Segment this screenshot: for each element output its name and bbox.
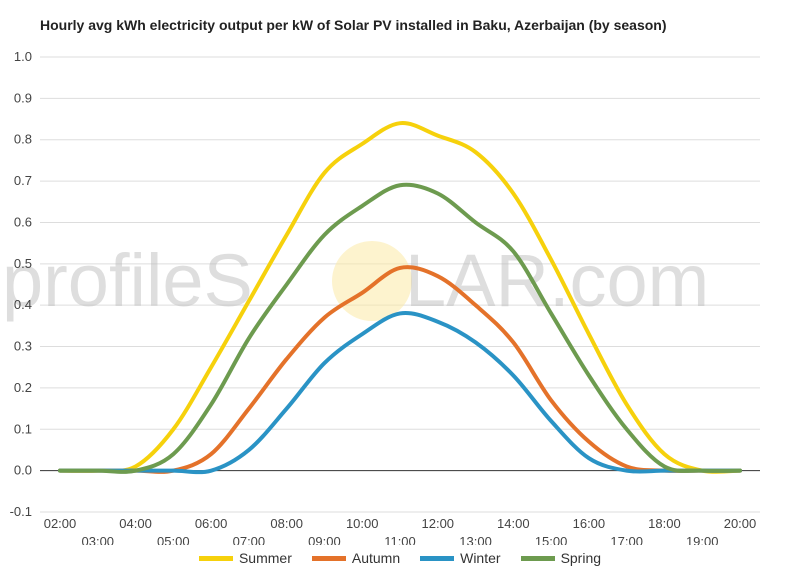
x-tick-label: 05:00 [157, 534, 190, 545]
y-tick-label: 0.9 [14, 90, 32, 105]
legend-item-winter[interactable]: Winter [420, 550, 501, 566]
series-line-spring [58, 182, 742, 474]
series-line-summer [58, 121, 742, 474]
x-axis: 02:00 03:00 04:00 05:00 06:00 07:00 08:00 09:00… [44, 516, 757, 545]
series-line-winter [58, 311, 742, 475]
line-chart: profileS LAR.com -0.1 0.0 0.1 0.2 0.3 0.4 0.5 0… [2, 49, 760, 545]
legend-swatch [198, 555, 233, 561]
x-tick-label: 06:00 [195, 516, 228, 531]
legend-label: Winter [460, 550, 501, 566]
chart-title: Hourly avg kWh electricity output per kW… [40, 17, 667, 33]
x-tick-label: 17:00 [610, 534, 643, 545]
gridlines [40, 56, 760, 513]
x-tick-label: 07:00 [233, 534, 266, 545]
watermark: profileS LAR.com [2, 239, 709, 322]
legend-label: Summer [238, 550, 292, 566]
x-tick-label: 16:00 [573, 516, 606, 531]
y-tick-label: 0.1 [14, 421, 32, 436]
x-tick-label: 12:00 [422, 516, 455, 531]
x-tick-label: 11:00 [384, 534, 416, 545]
x-tick-label: 09:00 [308, 534, 341, 545]
watermark-text-left: profileS [2, 239, 253, 322]
sun-logo-icon [332, 241, 412, 321]
x-tick-label: 04:00 [119, 516, 152, 531]
x-tick-label: 15:00 [535, 534, 568, 545]
x-tick-label: 02:00 [44, 516, 77, 531]
legend-label: Spring [560, 550, 602, 566]
legend-swatch [311, 555, 346, 561]
legend-swatch [420, 555, 455, 561]
x-tick-label: 13:00 [459, 534, 492, 545]
y-tick-label: 0.4 [14, 297, 32, 312]
x-tick-label: 10:00 [346, 516, 379, 531]
y-tick-label: 0.6 [14, 214, 32, 229]
legend-item-spring[interactable]: Spring [520, 550, 602, 566]
y-tick-label: 0.3 [14, 339, 32, 354]
legend-label: Autumn [351, 550, 401, 566]
legend-swatch [520, 555, 555, 561]
y-tick-label: -0.1 [10, 504, 32, 519]
legend-item-autumn[interactable]: Autumn [311, 550, 401, 566]
watermark-text-right: LAR.com [405, 239, 709, 322]
y-tick-label: 0.7 [14, 173, 32, 188]
x-tick-label: 20:00 [724, 516, 757, 531]
x-tick-label: 08:00 [270, 516, 303, 531]
series-lines [58, 121, 742, 475]
y-axis: -0.1 0.0 0.1 0.2 0.3 0.4 0.5 0.6 0.7 0.8 0.9 1.0 [10, 49, 32, 519]
x-tick-label: 18:00 [648, 516, 681, 531]
legend: Summer Autumn Winter Spring [0, 550, 800, 566]
x-tick-label: 03:00 [82, 534, 115, 545]
y-tick-label: 0.0 [14, 463, 32, 478]
x-tick-label: 14:00 [497, 516, 530, 531]
legend-item-summer[interactable]: Summer [198, 550, 292, 566]
y-tick-label: 0.2 [14, 380, 32, 395]
y-tick-label: 1.0 [14, 49, 32, 64]
y-tick-label: 0.5 [14, 256, 32, 271]
x-tick-label: 19:00 [686, 534, 719, 545]
y-tick-label: 0.8 [14, 132, 32, 147]
